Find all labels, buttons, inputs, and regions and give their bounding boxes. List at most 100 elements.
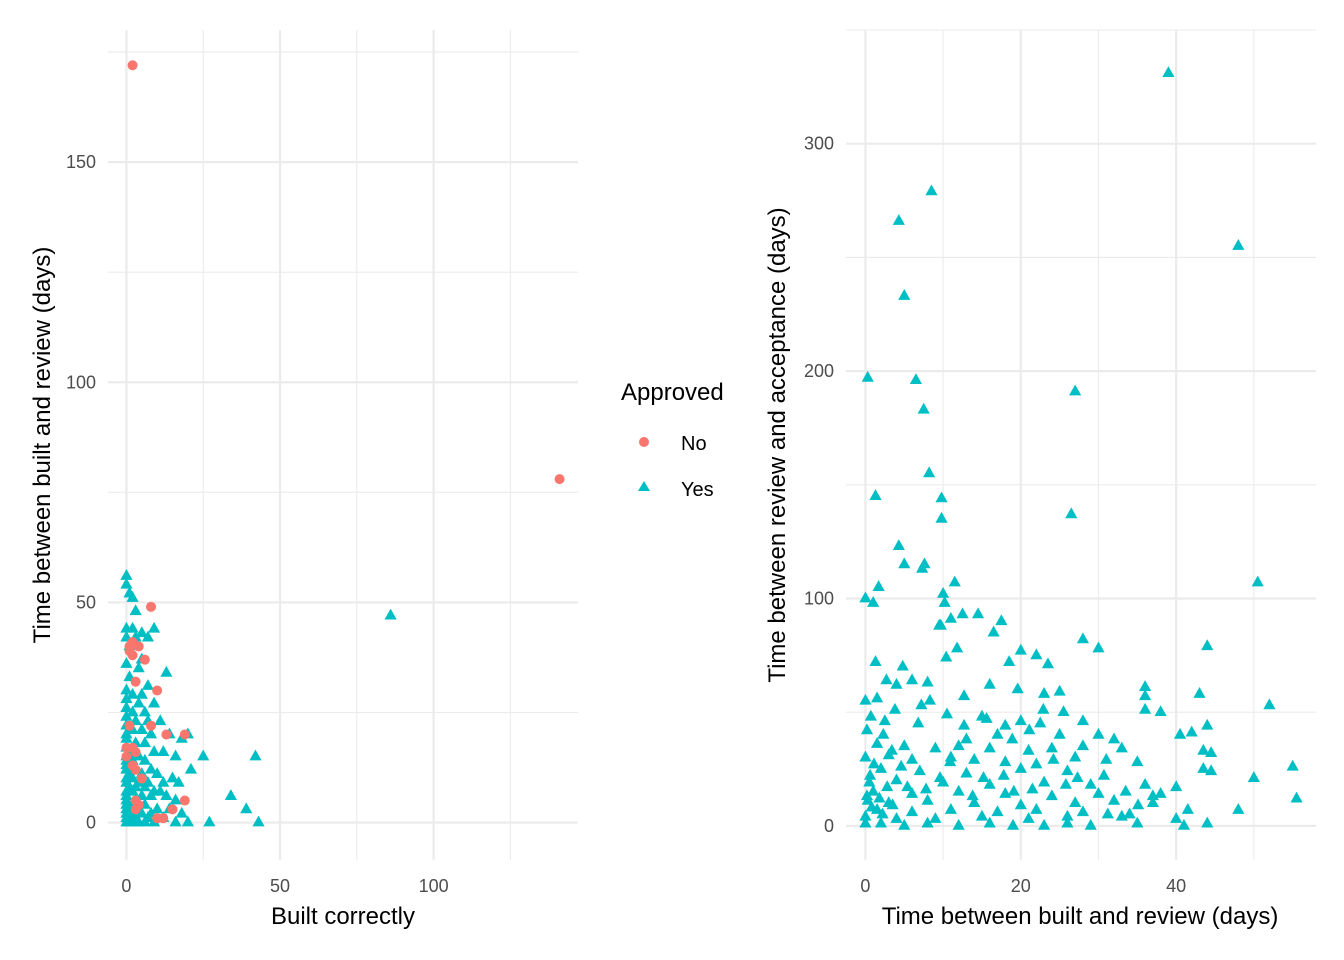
- legend-yes-label: Yes: [681, 479, 714, 501]
- point-yes: [881, 780, 894, 792]
- point-yes: [892, 214, 905, 225]
- point-yes: [1139, 777, 1152, 789]
- point-yes: [915, 698, 928, 710]
- point-yes: [1173, 727, 1187, 739]
- point-yes: [126, 621, 139, 633]
- point-yes: [1038, 818, 1051, 830]
- point-yes: [1037, 702, 1050, 714]
- legend-title: Approved: [621, 379, 724, 406]
- point-yes: [138, 753, 151, 765]
- point-yes: [898, 557, 911, 569]
- point-yes: [120, 692, 133, 704]
- left-x-axis-title: Built correctly: [271, 903, 415, 930]
- point-yes: [1030, 802, 1043, 814]
- point-yes: [1007, 784, 1020, 796]
- left-panel: 0 50 100 0 50 100 150 Built correctly Time be…: [29, 30, 578, 930]
- x-tick-label: 0: [860, 876, 870, 896]
- point-no: [179, 795, 190, 806]
- point-yes: [1057, 705, 1070, 717]
- point-yes: [905, 787, 919, 798]
- point-yes: [867, 784, 880, 796]
- point-yes: [135, 687, 148, 699]
- left-gridlines: [108, 30, 578, 860]
- point-yes: [1026, 782, 1039, 794]
- point-yes: [938, 596, 951, 607]
- point-yes: [1076, 632, 1090, 644]
- point-yes: [874, 762, 888, 773]
- point-yes: [916, 561, 929, 573]
- point-yes: [1139, 702, 1152, 714]
- point-no: [130, 804, 141, 815]
- point-yes: [1205, 764, 1218, 776]
- point-no: [127, 650, 138, 661]
- point-no: [179, 729, 190, 740]
- point-yes: [940, 650, 953, 662]
- y-tick-label: 150: [66, 152, 96, 172]
- point-yes: [197, 749, 210, 761]
- point-yes: [384, 608, 397, 620]
- point-yes: [172, 775, 185, 787]
- point-yes: [957, 689, 971, 701]
- point-yes: [135, 806, 148, 818]
- point-yes: [863, 768, 877, 780]
- point-yes: [1014, 643, 1027, 655]
- point-yes: [1045, 789, 1058, 801]
- point-yes: [1014, 714, 1027, 726]
- point-yes: [1061, 809, 1074, 821]
- point-yes: [1132, 798, 1145, 810]
- y-tick-label: 0: [86, 813, 96, 833]
- point-yes: [948, 575, 961, 587]
- point-yes: [1170, 812, 1183, 823]
- point-yes: [1030, 648, 1043, 660]
- point-yes: [1177, 818, 1191, 830]
- point-yes: [896, 659, 909, 671]
- x-tick-label: 20: [1011, 876, 1031, 896]
- point-yes: [864, 709, 877, 721]
- point-yes: [1123, 807, 1136, 819]
- point-yes: [870, 691, 884, 703]
- point-yes: [144, 727, 158, 739]
- point-yes: [869, 655, 882, 667]
- point-yes: [1069, 796, 1082, 808]
- left-points: [120, 60, 565, 827]
- x-tick-label: 0: [121, 876, 131, 896]
- point-yes: [138, 705, 151, 717]
- point-yes: [1201, 718, 1214, 730]
- point-yes: [872, 580, 885, 591]
- right-y-axis-title: Time between review and acceptance (days…: [764, 207, 791, 682]
- point-yes: [1197, 762, 1210, 773]
- point-yes: [126, 591, 139, 602]
- point-yes: [975, 809, 989, 821]
- point-yes: [1201, 639, 1214, 651]
- point-yes: [120, 709, 133, 721]
- point-yes: [1069, 384, 1082, 396]
- point-yes: [952, 784, 965, 796]
- point-yes: [921, 675, 934, 687]
- point-yes: [956, 607, 969, 619]
- point-yes: [224, 789, 237, 801]
- point-yes: [154, 714, 167, 726]
- x-tick-label: 50: [270, 876, 290, 896]
- point-yes: [120, 731, 133, 743]
- point-yes: [905, 752, 919, 764]
- point-yes: [144, 789, 158, 801]
- y-tick-label: 0: [824, 816, 834, 836]
- point-yes: [129, 604, 142, 616]
- point-no: [130, 676, 141, 687]
- point-yes: [166, 771, 179, 783]
- point-yes: [861, 370, 874, 382]
- point-yes: [1045, 741, 1058, 753]
- point-yes: [132, 661, 145, 673]
- point-yes: [1065, 507, 1078, 519]
- point-yes: [1131, 755, 1144, 767]
- legend: Approved No Yes: [621, 379, 724, 501]
- point-yes: [890, 773, 903, 785]
- point-yes: [880, 673, 893, 685]
- point-yes: [977, 771, 990, 782]
- point-yes: [934, 618, 947, 630]
- point-yes: [929, 741, 942, 753]
- point-yes: [138, 780, 151, 792]
- point-yes: [169, 815, 182, 827]
- point-yes: [937, 586, 950, 598]
- point-no: [124, 720, 135, 731]
